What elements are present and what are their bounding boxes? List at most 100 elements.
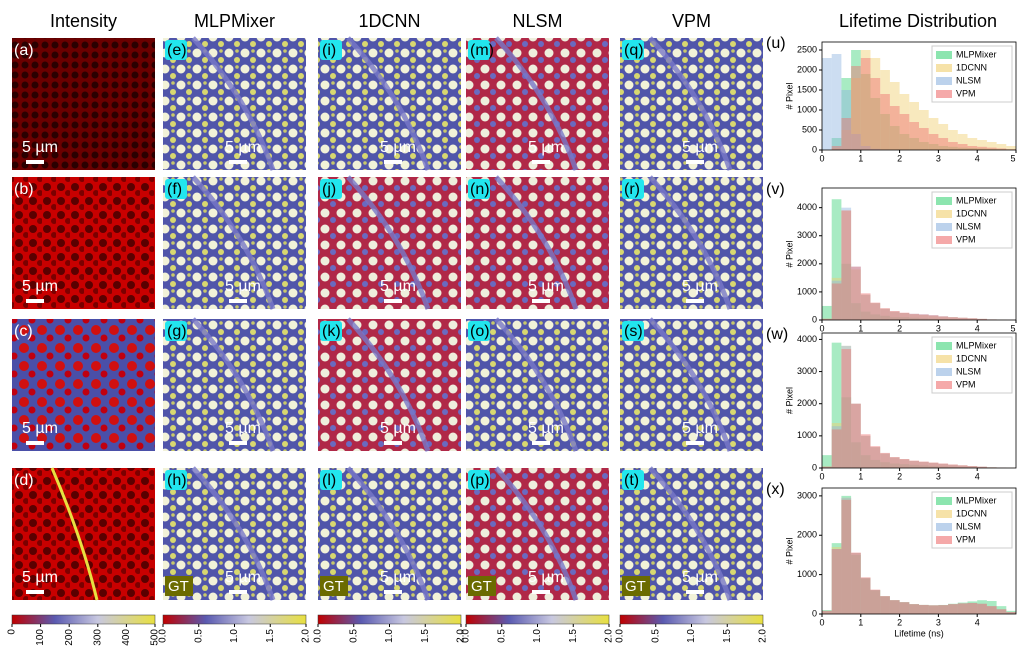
hist-bar — [977, 148, 987, 150]
hist-bar — [822, 58, 832, 150]
hist-bar — [860, 50, 871, 150]
hist-bar — [1006, 612, 1016, 614]
hist-bar — [899, 602, 910, 614]
gt-box — [622, 576, 650, 596]
y-tick-label: 4000 — [797, 202, 817, 212]
hist-bar — [841, 263, 852, 320]
hist-bar — [841, 349, 852, 468]
colorbar — [162, 614, 307, 625]
hist-bar — [938, 605, 949, 614]
hist-bar — [880, 596, 890, 614]
panel-label: (u) — [766, 35, 786, 52]
hist-bar — [948, 464, 958, 468]
column-header: 1DCNN — [358, 11, 420, 31]
hist-bar — [899, 134, 910, 150]
hist-bar — [909, 464, 919, 468]
x-tick-label: 0 — [819, 153, 824, 163]
panel-label: (q) — [624, 42, 644, 59]
panel-label: (h) — [167, 472, 187, 489]
y-tick-label: 2000 — [797, 64, 817, 74]
hist-bar — [889, 82, 900, 150]
legend-label: NLSM — [956, 75, 981, 85]
scale-bar — [532, 590, 550, 594]
hist-bar — [977, 603, 987, 614]
scale-bar — [229, 299, 247, 303]
hist-bar — [919, 314, 929, 320]
colorbar-tick-label: 1.5 — [265, 629, 276, 643]
hist-bar — [899, 602, 910, 614]
hist-bar — [831, 429, 842, 468]
hist-bar — [870, 447, 881, 468]
hist-bar — [899, 602, 910, 614]
hist-bar — [986, 148, 997, 150]
hist-bar — [957, 134, 968, 150]
hist-bar — [822, 610, 832, 614]
hist-bar — [831, 277, 842, 320]
gt-label: GT — [471, 578, 492, 595]
hist-bar — [909, 460, 919, 468]
colorbar-tick-label: 1.5 — [568, 629, 579, 643]
y-tick-label: 0 — [812, 608, 817, 618]
hist-bar — [860, 58, 871, 150]
hist-bar — [889, 317, 900, 320]
hist-bar — [967, 601, 978, 614]
legend-label: MLPMixer — [956, 195, 997, 205]
hist-bar — [1006, 610, 1016, 614]
colorbar-tick-label: 2.0 — [604, 629, 615, 643]
hist-bar — [870, 446, 881, 468]
hist-bar — [870, 589, 881, 614]
hist-bar — [919, 461, 929, 468]
hist-bar — [948, 319, 958, 320]
legend-label: 1DCNN — [956, 353, 987, 363]
legend-label: 1DCNN — [956, 62, 987, 72]
y-tick-label: 1000 — [797, 430, 817, 440]
scale-bar-label: 5 µm — [22, 139, 58, 156]
hist-bar — [841, 497, 852, 614]
hist-bar — [870, 589, 881, 614]
hist-bar — [977, 603, 987, 614]
hist-bar — [880, 453, 890, 468]
hist-bar — [967, 138, 978, 150]
hist-bar — [957, 603, 968, 614]
hist-bar — [986, 606, 997, 614]
hist-bar — [938, 316, 949, 320]
panel-label: (i) — [322, 42, 336, 59]
y-tick-label: 1500 — [797, 84, 817, 94]
hist-bar — [880, 114, 890, 150]
hist-bar — [919, 461, 929, 468]
legend-swatch — [936, 51, 952, 59]
scale-bar — [26, 160, 44, 164]
hist-bar — [880, 452, 890, 468]
colorbar-tick-label: 0.5 — [496, 629, 507, 643]
hist-bar — [860, 577, 871, 614]
hist-bar — [860, 578, 871, 614]
hist-bar — [919, 604, 929, 614]
panel-label: (c) — [14, 323, 33, 340]
label-box — [165, 321, 187, 341]
scale-bar — [532, 299, 550, 303]
hist-bar — [957, 317, 968, 320]
hist-bar — [860, 294, 871, 320]
hist-bar — [919, 604, 929, 614]
hist-bar — [889, 311, 900, 320]
label-box — [622, 179, 644, 199]
panel-label: (n) — [470, 181, 490, 198]
hist-bar — [822, 610, 832, 614]
hist-bar — [967, 602, 978, 614]
tissue-curve — [346, 36, 431, 171]
hist-bar — [831, 199, 842, 320]
hist-bar — [841, 397, 852, 468]
hist-bar — [928, 315, 939, 320]
hist-bar — [831, 54, 842, 150]
hist-bar — [938, 124, 949, 150]
colorbar-tick-label: 100 — [35, 629, 46, 646]
legend-label: VPM — [956, 88, 976, 98]
tissue-curve — [346, 466, 431, 601]
hist-bar — [919, 314, 929, 320]
label-box — [468, 40, 490, 60]
hist-bar — [870, 58, 881, 150]
scale-bar — [384, 590, 402, 594]
scale-bar-label: 5 µm — [682, 278, 718, 295]
hist-bar — [851, 50, 861, 150]
hist-bar — [977, 603, 987, 614]
